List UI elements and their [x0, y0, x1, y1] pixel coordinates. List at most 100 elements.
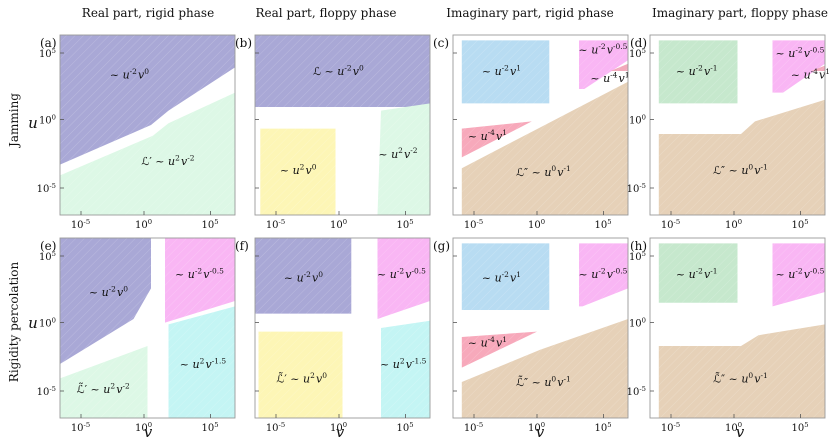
region-hatch-1: [658, 40, 738, 104]
panel-frame: [649, 34, 826, 216]
region-hatch-3: [461, 121, 532, 158]
y-tick-label: 105: [39, 47, 57, 60]
x-tick-label: 105: [594, 218, 612, 231]
region-hatch-4: [381, 320, 430, 418]
x-tick-label: 105: [594, 421, 612, 434]
region-label-2: ~ u-2 v-0.5: [175, 266, 225, 281]
x-tick-label: 100: [135, 218, 153, 231]
row-label-jamming: Jamming: [7, 93, 21, 149]
region-label-3: ℒ̃′ ~ u2 v0: [276, 371, 328, 386]
panel-frame: [254, 34, 431, 216]
region-label-4: ~ u2 v-1.5: [380, 356, 427, 371]
panels-group: ~ u-2 v0 ℒ′ ~ u2 v-2 (a) 10-5 100 105 105…: [37, 34, 830, 434]
panel-letter: (f): [235, 239, 249, 253]
region-label-1: ~ u-2 v0: [284, 270, 324, 285]
y-tick-label: 100: [39, 113, 57, 126]
panel-e: ~ u-2 v0 ~ u-2 v-0.5 ℒ̃′ ~ u2 v-2 ~ u2 v…: [37, 237, 236, 434]
x-tick-label: 10-5: [71, 218, 91, 231]
row-label-rigidity-percolation: Rigidity percolation: [7, 262, 21, 383]
panel-letter: (g): [433, 239, 450, 253]
region-label-3: ~ u2 v-2: [378, 146, 418, 161]
region-hatch-3: [658, 324, 825, 418]
region-hatch-4: [610, 63, 628, 71]
panel-frame: [59, 237, 236, 419]
region-label-2: ~ u-2 v-0.5: [776, 266, 826, 281]
region-label-4: ~ u-4 v1: [590, 71, 630, 86]
x-tick-label: 105: [791, 218, 809, 231]
y-axis-label-top: u: [28, 114, 38, 132]
x-axis-label-col2: v: [336, 423, 345, 440]
region-label-2: ~ u-2 v-0.5: [579, 266, 629, 281]
x-tick-label: 105: [201, 421, 219, 434]
region-label-1: ~ u-2 v-1: [676, 63, 719, 78]
region-label-2: ~ u-2 v-0.5: [579, 42, 629, 57]
region-label-1: ~ u-2 v0: [89, 284, 129, 299]
region-label-4: ℒ̃″ ~ u0 v-1: [516, 374, 572, 389]
panel-frame: [452, 34, 629, 216]
x-tick-label: 105: [791, 421, 809, 434]
region-hatch-1: [658, 243, 738, 303]
x-tick-label: 10-5: [661, 421, 681, 434]
region-label-1: ~ u-2 v-1: [676, 266, 719, 281]
panel-g: ~ u-2 v1 ~ u-2 v-0.5 ~ u-4 v1 ℒ̃″ ~ u0 v…: [433, 237, 629, 434]
region-label-1: ℒ ~ u-2 v0: [313, 63, 365, 78]
region-label-1: ~ u-2 v1: [482, 63, 522, 78]
region-hatch-1: [255, 35, 430, 107]
region-hatch-1: [60, 238, 151, 364]
region-hatch-2: [772, 40, 825, 93]
x-tick-label: 105: [396, 218, 414, 231]
x-tick-label: 10-5: [464, 218, 484, 231]
panel-d: ~ u-2 v-1 ~ u-2 v-0.5 ~ u-4 v1 ℒ″ ~ u0 v…: [627, 34, 830, 231]
panel-frame: [649, 237, 826, 419]
x-tick-label: 105: [396, 421, 414, 434]
region-label-1: ~ u-2 v1: [482, 270, 522, 285]
x-tick-label: 10-5: [266, 218, 286, 231]
column-title-4: Imaginary part, floppy phase: [652, 6, 828, 20]
column-title-2: Real part, floppy phase: [256, 6, 397, 20]
panel-b: ℒ ~ u-2 v0 ~ u2 v0 ~ u2 v-2 (b)10-5 100 …: [235, 34, 431, 231]
region-hatch-2: [260, 128, 336, 215]
x-tick-label: 100: [725, 218, 743, 231]
y-tick-label: 105: [629, 250, 647, 263]
region-label-2: ~ u-2 v-0.5: [377, 266, 427, 281]
region-hatch-2: [377, 238, 430, 319]
region-hatch-2: [60, 92, 235, 215]
x-tick-label: 100: [528, 218, 546, 231]
panel-frame: [452, 237, 629, 419]
column-title-1: Real part, rigid phase: [82, 6, 214, 20]
region-hatch-4: [658, 99, 825, 215]
y-tick-label: 100: [629, 316, 647, 329]
region-hatch-1: [461, 243, 550, 310]
y-tick-label: 10-5: [627, 385, 647, 398]
region-hatch-3: [811, 65, 825, 71]
region-label-2: ~ u-2 v-0.5: [776, 45, 826, 60]
panel-frame: [254, 237, 431, 419]
y-tick-label: 10-5: [627, 182, 647, 195]
region-hatch-3: [60, 346, 148, 418]
region-label-3: ~ u-4 v1: [791, 67, 830, 82]
region-label-3: ℒ̃′ ~ u2 v-2: [77, 382, 131, 397]
panel-letter: (d): [630, 36, 647, 50]
panel-c: ~ u-2 v1 ~ u-2 v-0.5 ~ u-4 v1 ~ u-4 v1 ℒ…: [433, 34, 630, 231]
panel-h: ~ u-2 v-1 ~ u-2 v-0.5 ℒ̃″ ~ u0 v-1 (h)10…: [627, 237, 826, 434]
x-tick-label: 105: [201, 218, 219, 231]
region-label-2: ~ u2 v0: [280, 162, 318, 177]
panel-frame: [59, 34, 236, 216]
x-axis-label-col1: v: [144, 423, 153, 440]
region-label-3: ℒ̃″ ~ u0 v-1: [713, 371, 769, 386]
panel-letter: (e): [40, 239, 56, 253]
region-label-4: ℒ″ ~ u0 v-1: [713, 162, 769, 177]
region-hatch-1: [60, 35, 235, 165]
region-hatch-4: [461, 319, 628, 418]
y-tick-label: 105: [39, 250, 57, 263]
region-hatch-2: [772, 243, 825, 307]
region-hatch-4: [168, 306, 235, 418]
column-title-3: Imaginary part, rigid phase: [446, 6, 613, 20]
region-hatch-3: [461, 331, 537, 368]
region-hatch-2: [579, 243, 628, 307]
x-axis-label-col3: v: [536, 423, 545, 440]
y-axis-label-bottom: u: [28, 314, 38, 332]
y-tick-label: 105: [629, 47, 647, 60]
x-tick-label: 100: [135, 421, 153, 434]
